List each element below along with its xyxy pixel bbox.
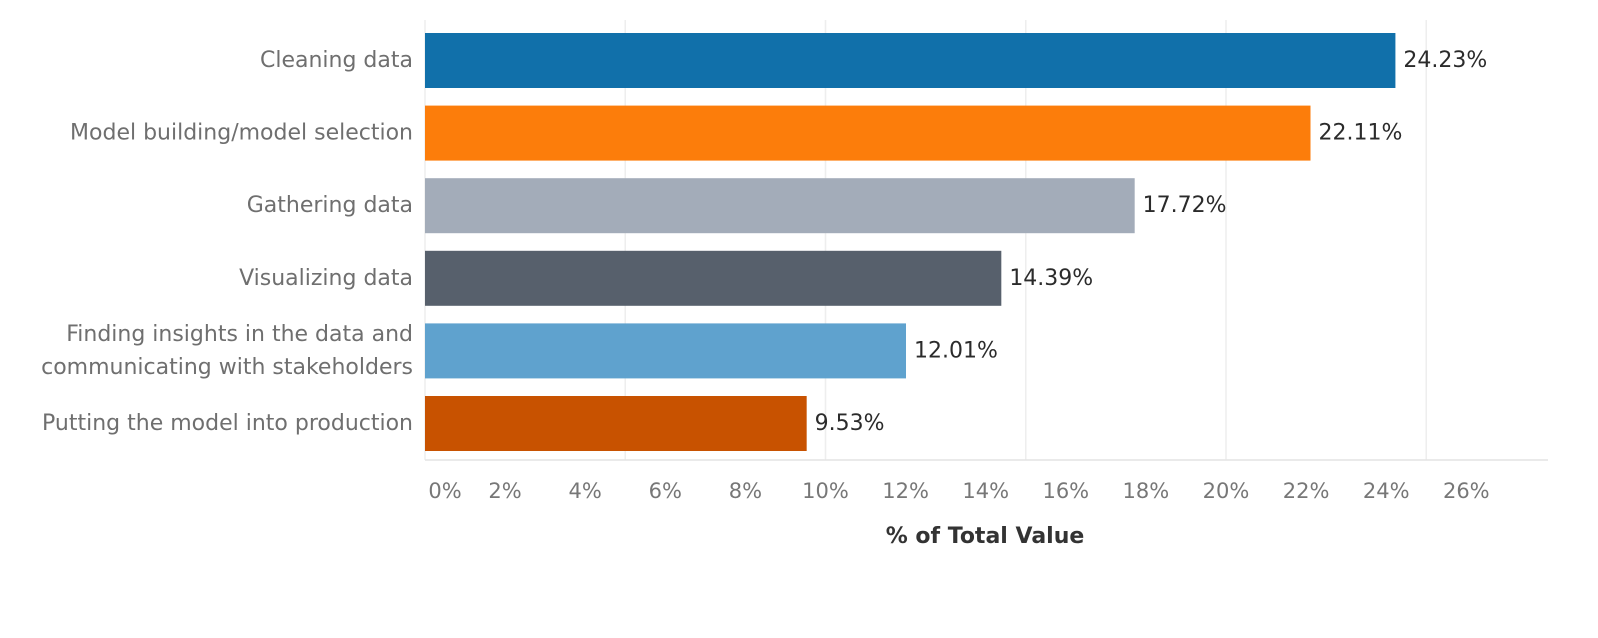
data-labels: 24.23% 22.11% 17.72% 14.39% 12.01% 9.53% — [815, 48, 1488, 436]
category-label-2: Gathering data — [247, 193, 413, 218]
bar-2 — [425, 178, 1135, 234]
data-label-3: 14.39% — [1009, 266, 1093, 291]
x-tick-6: 6% — [649, 479, 682, 503]
data-label-5: 9.53% — [815, 411, 885, 436]
x-tick-18: 18% — [1123, 479, 1170, 503]
x-tick-4: 4% — [569, 479, 602, 503]
category-label-0: Cleaning data — [260, 48, 413, 73]
data-label-0: 24.23% — [1403, 48, 1487, 73]
bar-0 — [425, 33, 1396, 88]
category-label-4-line-1: communicating with stakeholders — [41, 355, 413, 380]
x-tick-14: 14% — [962, 479, 1009, 503]
x-tick-16: 16% — [1042, 479, 1089, 503]
category-labels: Cleaning data Model building/model select… — [41, 48, 413, 436]
x-tick-26: 26% — [1443, 479, 1490, 503]
x-tick-8: 8% — [729, 479, 762, 503]
gridlines — [424, 20, 1548, 461]
x-tick-0: 0% — [428, 479, 461, 503]
bar-4 — [425, 323, 907, 379]
bars — [425, 33, 1396, 451]
data-label-4: 12.01% — [914, 338, 998, 363]
data-label-2: 17.72% — [1143, 193, 1227, 218]
x-tick-20: 20% — [1203, 479, 1250, 503]
category-label-5: Putting the model into production — [42, 411, 413, 436]
bar-1 — [425, 105, 1311, 161]
data-label-1: 22.11% — [1319, 121, 1403, 146]
x-axis-title: % of Total Value — [886, 524, 1085, 549]
x-tick-10: 10% — [802, 479, 849, 503]
x-tick-24: 24% — [1363, 479, 1410, 503]
bar-3 — [425, 250, 1002, 306]
x-tick-2: 2% — [488, 479, 521, 503]
x-axis-ticks: 0% 2% 4% 6% 8% 10% 12% 14% 16% 18% 20% 22% 24% 26% — [428, 479, 1489, 503]
category-label-4-line-0: Finding insights in the data and — [66, 322, 413, 347]
x-tick-22: 22% — [1283, 479, 1330, 503]
bar-5 — [425, 396, 807, 451]
category-label-1: Model building/model selection — [70, 121, 413, 146]
x-tick-12: 12% — [882, 479, 929, 503]
category-label-3: Visualizing data — [239, 266, 413, 291]
